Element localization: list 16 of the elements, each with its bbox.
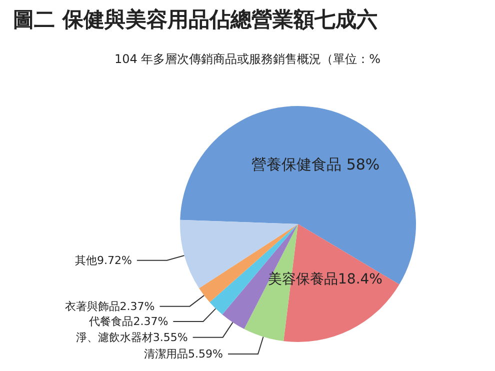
slice-label: 淨、濾飲水器材 bbox=[76, 330, 153, 344]
data-label: 3.55% bbox=[152, 330, 188, 344]
slice-label: 營養保健食品 bbox=[251, 156, 342, 174]
data-label: 18.4% bbox=[338, 272, 382, 288]
data-label: 2.37% bbox=[133, 314, 168, 328]
slice-label: 其他 bbox=[75, 254, 97, 267]
data-label: 9.72% bbox=[96, 254, 132, 267]
slice-label: 美容保養品 bbox=[268, 272, 338, 288]
chart-title: 圖二 保健與美容用品佔總營業額七成六 bbox=[13, 8, 378, 32]
slice-label: 代餐食品 bbox=[88, 314, 134, 328]
slice-label: 清潔用品 bbox=[144, 347, 188, 360]
slice-label: 衣著與飾品 bbox=[64, 300, 120, 313]
data-label: 2.37% bbox=[120, 300, 155, 313]
chart-subtitle: 104 年多層次傳銷商品或服務銷售概況（單位：% bbox=[114, 52, 381, 66]
data-label: 5.59% bbox=[188, 347, 224, 360]
data-label: 58% bbox=[346, 156, 380, 174]
